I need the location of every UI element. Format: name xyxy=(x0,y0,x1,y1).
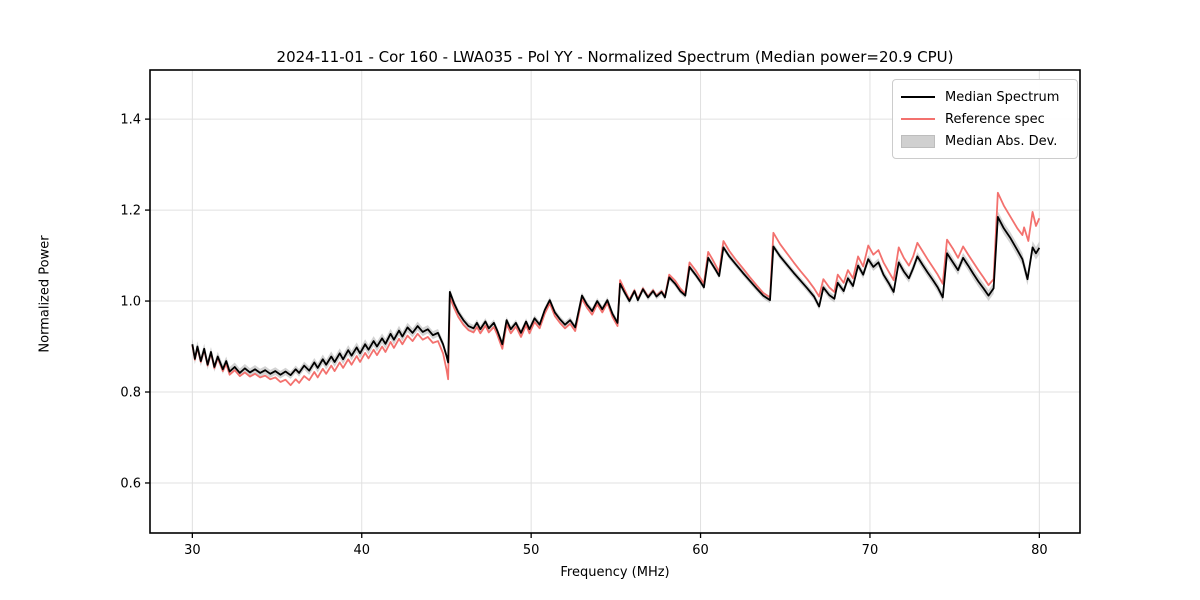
y-tick-label: 1.4 xyxy=(120,113,141,128)
y-tick-label: 1.0 xyxy=(120,295,141,310)
x-tick-label: 80 xyxy=(1031,543,1048,558)
x-tick-label: 40 xyxy=(353,543,370,558)
legend-label-reference-spec: Reference spec xyxy=(945,111,1045,127)
legend: Median Spectrum Reference spec Median Ab… xyxy=(892,79,1078,159)
y-tick-label: 1.2 xyxy=(120,204,141,219)
axis-ticks: 30 40 50 60 70 80 0.6 0.8 1.0 1.2 1.4 xyxy=(120,113,1047,558)
reference-line-sample-icon xyxy=(901,118,935,120)
y-tick-label: 0.8 xyxy=(120,386,141,401)
x-tick-label: 60 xyxy=(692,543,709,558)
mad-band xyxy=(192,211,1040,379)
x-axis-label: Frequency (MHz) xyxy=(560,565,670,580)
x-tick-label: 50 xyxy=(523,543,540,558)
reference-spec-line xyxy=(191,191,1041,387)
x-tick-label: 70 xyxy=(862,543,879,558)
legend-row-reference-spec: Reference spec xyxy=(901,108,1069,130)
chart-title: 2024-11-01 - Cor 160 - LWA035 - Pol YY -… xyxy=(276,48,954,66)
y-tick-label: 0.6 xyxy=(120,476,141,491)
median-line-sample-icon xyxy=(901,96,935,98)
legend-row-median-spectrum: Median Spectrum xyxy=(901,86,1069,108)
legend-label-mad: Median Abs. Dev. xyxy=(945,133,1058,149)
x-tick-label: 30 xyxy=(184,543,201,558)
mad-patch-sample-icon xyxy=(901,134,935,148)
legend-label-median-spectrum: Median Spectrum xyxy=(945,89,1060,105)
legend-row-mad: Median Abs. Dev. xyxy=(901,130,1069,152)
median-spectrum-line xyxy=(191,216,1041,377)
